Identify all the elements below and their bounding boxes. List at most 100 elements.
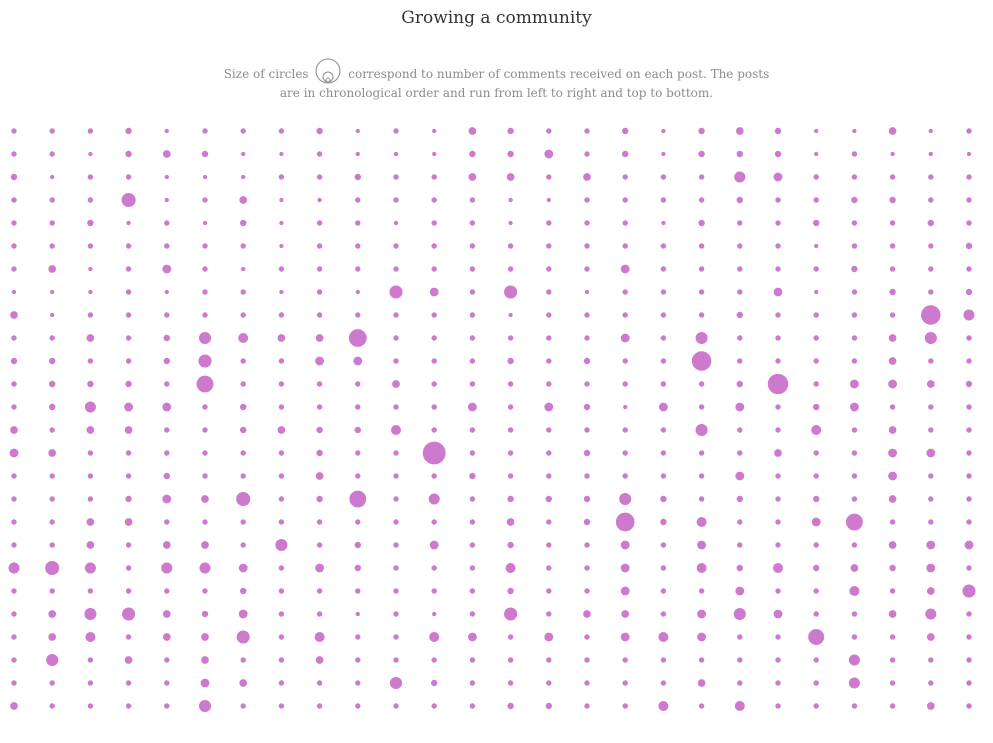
post-bubble <box>316 265 324 273</box>
post-bubble <box>965 196 973 204</box>
post-bubble <box>195 374 215 394</box>
post-bubble <box>163 242 171 250</box>
post-bubble <box>468 380 476 388</box>
post-bubble <box>698 380 706 388</box>
post-bubble <box>86 173 94 181</box>
post-bubble <box>314 655 325 665</box>
post-bubble <box>889 587 897 595</box>
post-bubble <box>48 379 57 388</box>
post-bubble <box>392 127 400 135</box>
post-bubble <box>583 242 591 250</box>
post-bubble <box>657 700 670 712</box>
post-bubble <box>735 126 745 136</box>
post-bubble <box>86 218 95 227</box>
post-bubble <box>162 356 171 365</box>
post-bubble <box>468 334 476 342</box>
post-bubble <box>430 357 438 365</box>
post-bubble <box>9 310 19 320</box>
post-bubble <box>507 656 515 664</box>
post-bubble <box>545 242 553 250</box>
post-bubble <box>49 289 56 295</box>
post-bubble <box>774 472 782 480</box>
post-bubble <box>468 541 476 549</box>
post-bubble <box>239 518 247 526</box>
post-bubble <box>965 702 973 710</box>
post-bubble <box>467 126 478 136</box>
post-bubble <box>889 173 897 181</box>
post-bubble <box>201 472 209 480</box>
post-bubble <box>583 219 591 227</box>
post-bubble <box>545 357 553 365</box>
post-bubble <box>430 242 438 250</box>
post-bubble <box>507 220 514 226</box>
post-bubble <box>583 633 591 641</box>
post-bubble <box>421 440 447 466</box>
post-bubble <box>10 242 18 250</box>
post-bubble <box>238 195 248 205</box>
post-bubble <box>47 609 57 619</box>
post-bubble <box>736 357 744 365</box>
post-bubble <box>125 334 133 342</box>
post-bubble <box>163 311 171 319</box>
post-bubble <box>316 219 324 227</box>
post-bubble <box>278 220 285 226</box>
post-bubble <box>392 357 400 365</box>
post-bubble <box>887 494 898 504</box>
post-bubble <box>200 655 210 665</box>
post-bubble <box>621 242 629 250</box>
post-bubble <box>583 196 591 204</box>
post-bubble <box>239 656 247 664</box>
post-bubble <box>812 265 820 273</box>
post-bubble <box>732 607 747 621</box>
post-bubble <box>125 449 133 457</box>
post-bubble <box>621 380 629 388</box>
post-bubble <box>965 334 973 342</box>
post-bubble <box>47 448 57 458</box>
post-bubble <box>235 629 251 645</box>
post-bubble <box>848 676 861 690</box>
post-bubble <box>84 631 97 643</box>
post-bubble <box>392 541 400 549</box>
post-bubble <box>965 379 974 388</box>
post-bubble <box>850 449 858 457</box>
post-bubble <box>163 219 171 227</box>
post-bubble <box>887 609 898 619</box>
post-bubble <box>774 541 782 549</box>
post-bubble <box>621 219 629 227</box>
post-bubble <box>430 311 438 319</box>
post-bubble <box>695 562 708 574</box>
post-bubble <box>86 679 94 687</box>
post-bubble <box>812 311 820 319</box>
post-bubble <box>10 472 18 480</box>
post-bubble <box>698 656 706 664</box>
post-bubble <box>698 173 706 181</box>
post-bubble <box>200 149 209 158</box>
post-bubble <box>812 494 821 503</box>
post-bubble <box>774 518 782 526</box>
post-bubble <box>353 564 362 573</box>
post-bubble <box>316 311 324 319</box>
post-bubble <box>10 219 18 227</box>
post-bubble <box>124 127 133 136</box>
post-bubble <box>48 679 56 687</box>
post-bubble <box>659 610 667 618</box>
post-bubble <box>925 539 937 551</box>
post-bubble <box>659 494 668 503</box>
post-bubble <box>659 265 667 273</box>
post-bubble <box>163 702 171 710</box>
post-bubble <box>694 423 709 437</box>
post-bubble <box>774 149 783 158</box>
post-bubble <box>621 311 629 319</box>
post-bubble <box>697 149 706 158</box>
post-bubble <box>354 311 362 319</box>
post-bubble <box>430 518 438 526</box>
post-bubble <box>200 632 210 642</box>
post-bubble <box>125 311 133 319</box>
post-bubble <box>965 564 973 572</box>
post-bubble <box>9 356 18 365</box>
post-bubble <box>276 333 287 343</box>
subtitle-line-2: are in chronological order and run from … <box>279 86 714 100</box>
post-bubble <box>812 541 820 549</box>
post-bubble <box>354 633 362 641</box>
